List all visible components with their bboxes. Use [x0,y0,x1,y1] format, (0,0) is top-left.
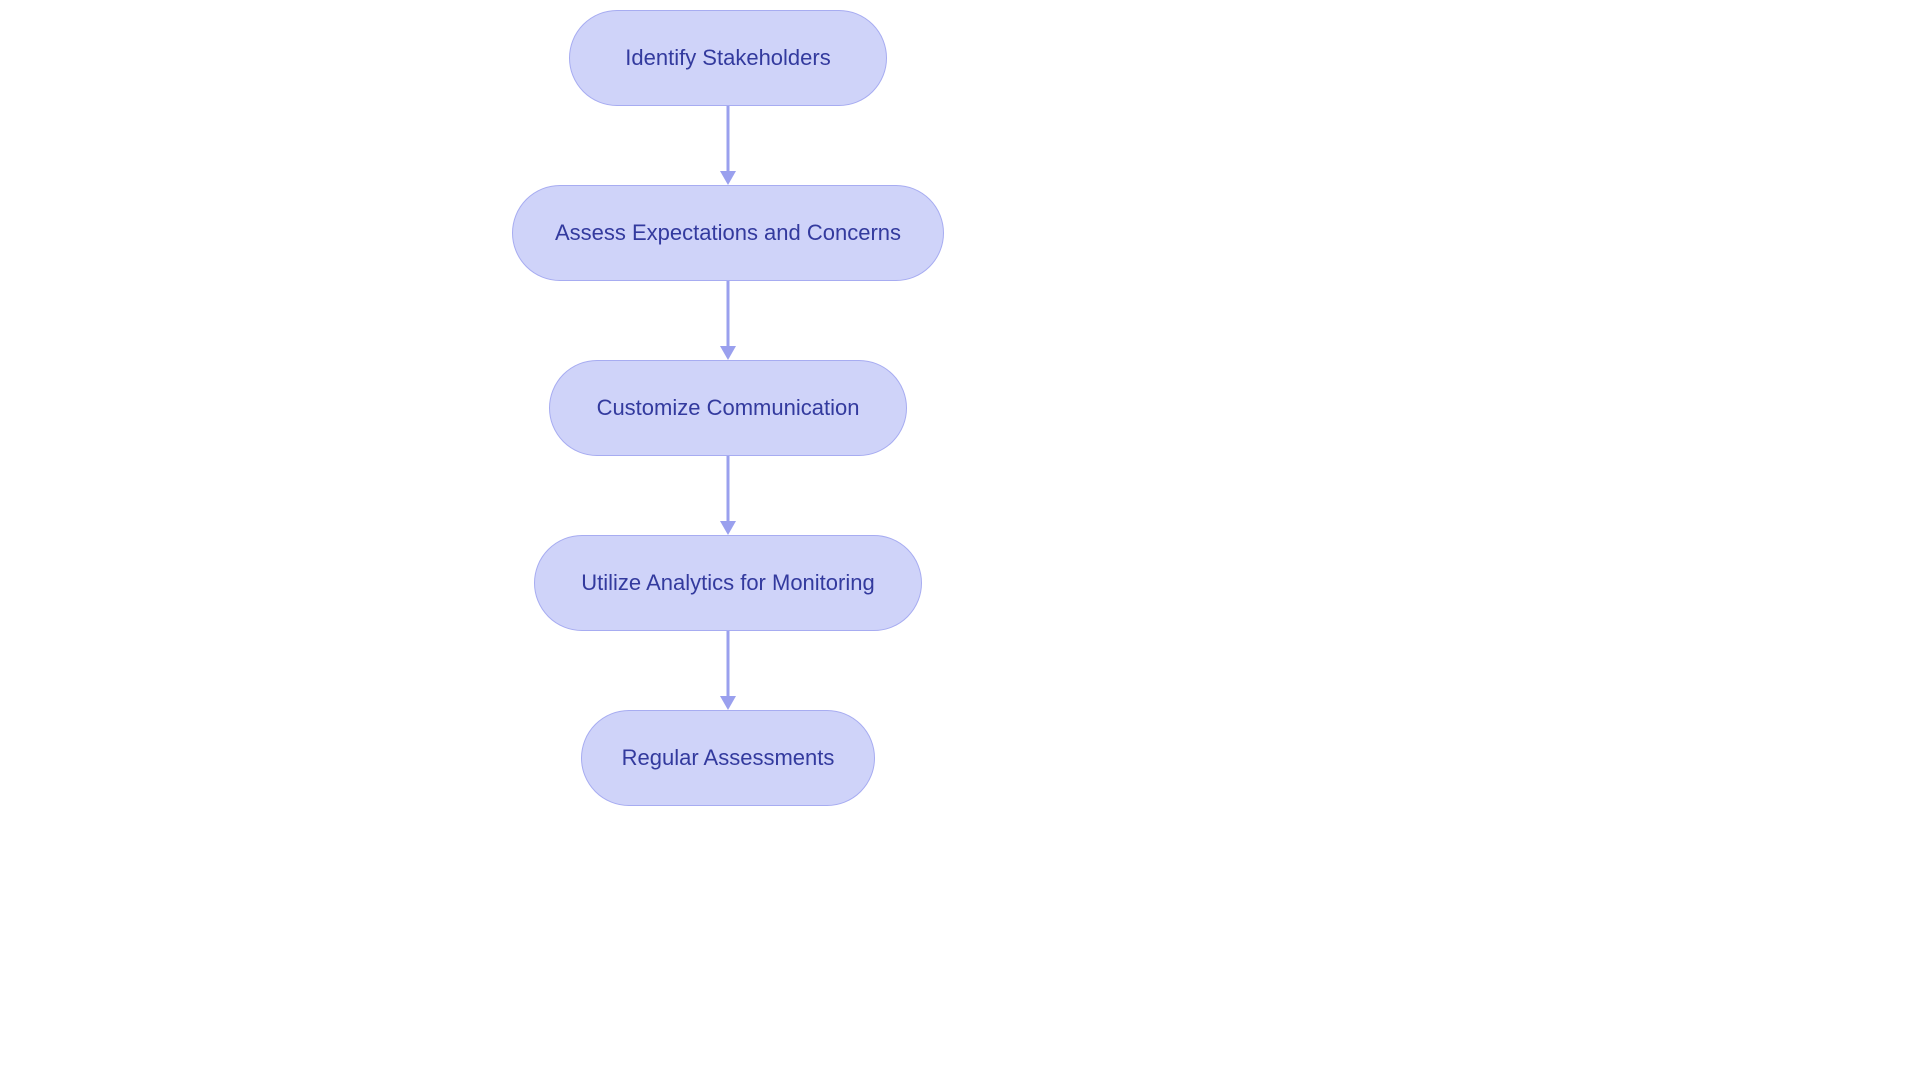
flowchart-node: Assess Expectations and Concerns [512,185,944,281]
flowchart-node: Identify Stakeholders [569,10,887,106]
flowchart-edge [718,106,738,185]
flowchart-canvas: Identify Stakeholders Assess Expectations… [0,0,1920,1083]
flowchart-node: Regular Assessments [581,710,875,806]
flowchart-node: Utilize Analytics for Monitoring [534,535,922,631]
flowchart-edge [718,631,738,710]
flowchart-edge [718,281,738,360]
flowchart-node: Customize Communication [549,360,907,456]
flowchart-edge [718,456,738,535]
